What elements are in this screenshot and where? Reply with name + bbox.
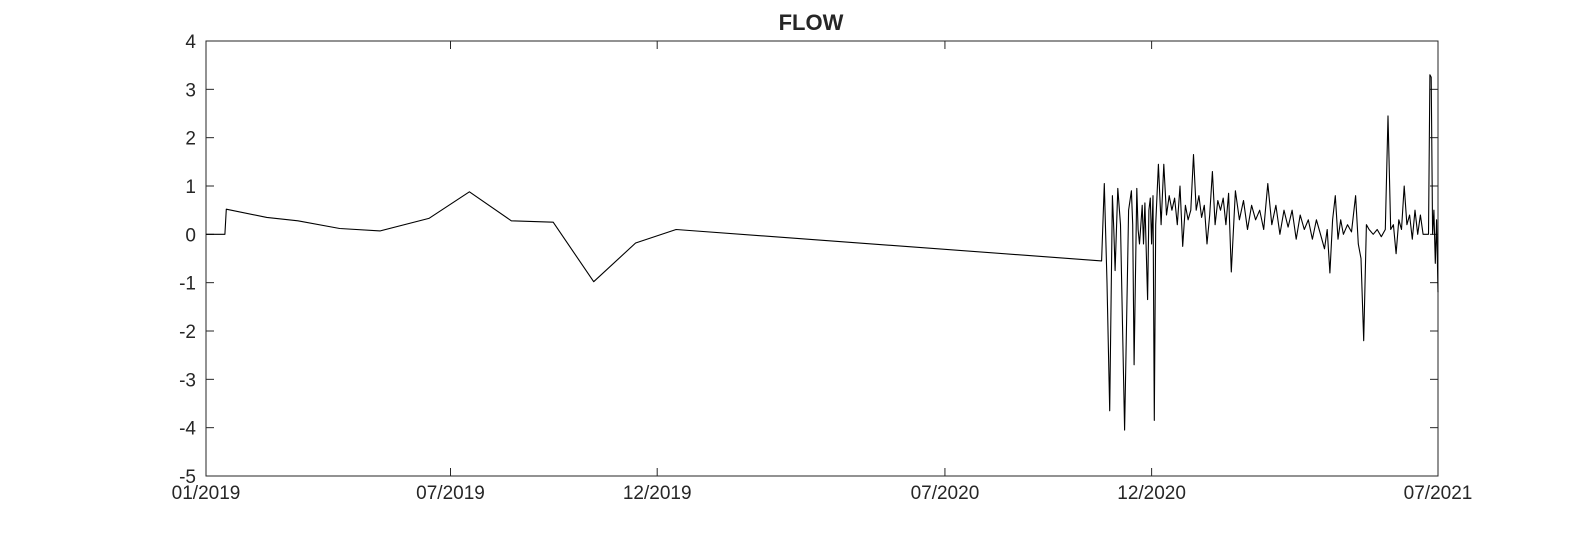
x-tick-label: 12/2019 bbox=[623, 483, 692, 504]
y-tick-label: 0 bbox=[185, 225, 196, 246]
x-tick-label: 07/2020 bbox=[911, 483, 980, 504]
x-tick-label: 01/2019 bbox=[172, 483, 241, 504]
x-axis: 01/2019 07/2019 12/2019 07/2020 12/2020 07/20… bbox=[172, 41, 1473, 504]
y-tick-label: 4 bbox=[185, 32, 196, 53]
plot-area bbox=[205, 40, 1439, 477]
y-tick-label: -5 bbox=[179, 467, 196, 488]
chart-title: FLOW bbox=[779, 10, 844, 35]
y-axis: 4 3 2 1 0 -1 -2 -3 -4 -5 bbox=[179, 32, 1438, 488]
y-tick-label: 2 bbox=[185, 129, 196, 150]
y-tick-label: -4 bbox=[179, 419, 196, 440]
y-tick-label: 3 bbox=[185, 80, 196, 101]
y-tick-label: -2 bbox=[179, 322, 196, 343]
y-tick-label: -1 bbox=[179, 274, 196, 295]
x-tick-label: 12/2020 bbox=[1117, 483, 1186, 504]
x-tick-label: 07/2021 bbox=[1404, 483, 1473, 504]
flow-series-line bbox=[206, 74, 1439, 431]
x-tick-label: 07/2019 bbox=[416, 483, 485, 504]
y-tick-label: 1 bbox=[185, 177, 196, 198]
y-tick-label: -3 bbox=[179, 370, 196, 391]
